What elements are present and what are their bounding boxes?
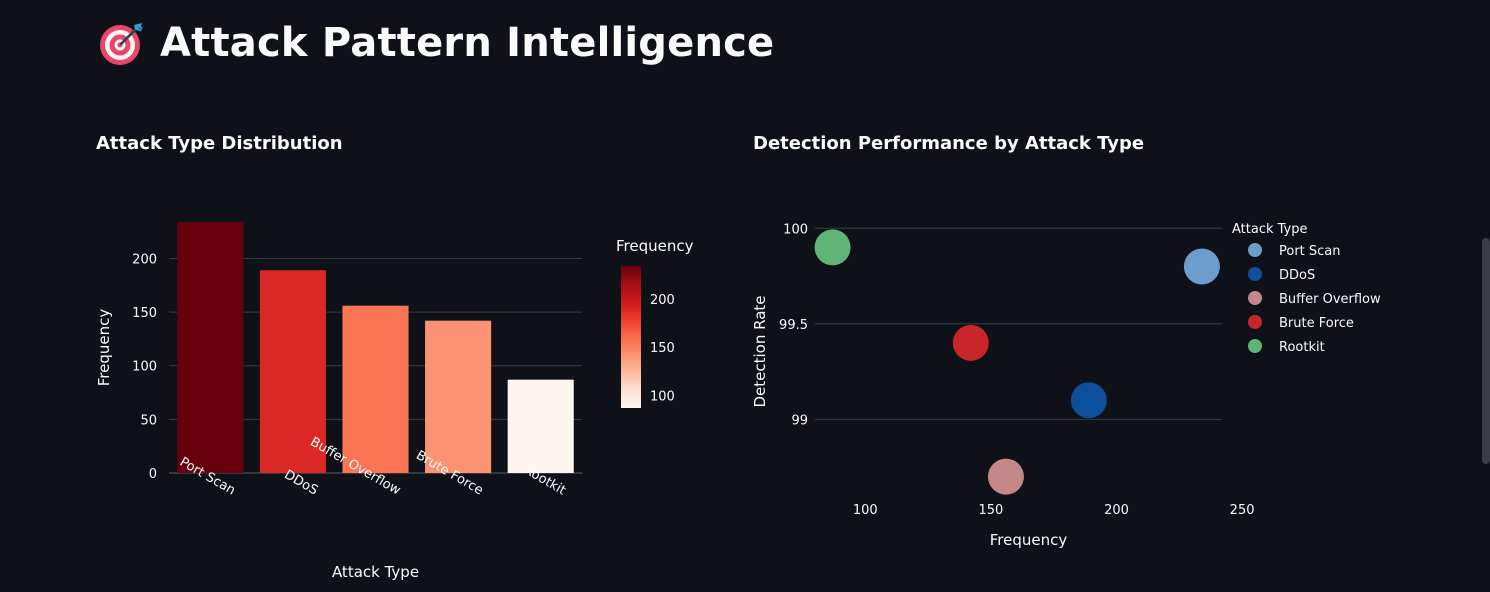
scatter-x-tick-label: 200 [1104,503,1129,518]
legend-marker [1248,243,1262,257]
bar-chart-title: Attack Type Distribution [96,133,343,154]
scatter-chart-points[interactable] [814,229,1220,495]
scatter-point[interactable] [814,229,851,266]
bar-y-tick-label: 100 [132,360,157,375]
scatter-chart-title: Detection Performance by Attack Type [753,133,1145,154]
bar-chart-y-axis-label: Frequency [95,309,113,387]
legend-label: Rootkit [1279,340,1325,355]
scatter-point[interactable] [987,458,1024,495]
bar[interactable] [177,222,244,473]
legend-item[interactable]: Port Scan [1248,243,1341,259]
bar[interactable] [425,320,492,473]
legend-marker [1248,291,1262,305]
target-dart-icon [100,23,143,65]
bar-chart-x-axis-label: Attack Type [332,563,419,581]
scatter-y-tick-label: 99.5 [779,318,808,333]
bar-y-tick-label: 200 [132,252,157,267]
bar-chart-bars[interactable] [177,222,574,473]
legend-marker [1248,267,1262,281]
scatter-chart-x-ticks: 100 150 200 250 [853,503,1255,518]
page-header: Attack Pattern Intelligence [96,12,774,74]
bar[interactable] [342,305,409,473]
scatter-x-tick-label: 250 [1230,503,1255,518]
scatter-y-tick-label: 99 [791,413,808,428]
colorbar-title: Frequency [616,237,694,255]
scatter-chart-x-axis-label: Frequency [990,531,1068,549]
colorbar-tick-label: 150 [650,341,675,356]
scatter-chart-y-ticks: 99 99.5 100 [779,222,808,428]
bar[interactable] [259,270,326,473]
bar-chart-y-ticks: 0 50 100 150 200 [132,252,157,482]
scatter-x-tick-label: 150 [978,503,1003,518]
legend-item[interactable]: DDoS [1248,267,1315,283]
colorbar-tick-label: 200 [650,293,675,308]
scatter-y-tick-label: 100 [783,222,808,237]
legend-label: Brute Force [1279,316,1354,331]
bar[interactable] [507,379,574,473]
bar-y-tick-label: 50 [140,413,157,428]
legend-item[interactable]: Rootkit [1248,339,1325,355]
bar-y-tick-label: 0 [149,467,157,482]
legend-marker [1248,315,1262,329]
colorbar-ticks: 100 150 200 [650,293,675,405]
legend-title: Attack Type [1232,222,1308,237]
page-scrollbar[interactable] [1482,238,1490,464]
legend-item[interactable]: Buffer Overflow [1248,291,1381,307]
scatter-chart[interactable]: 99 99.5 100 100 150 200 250 Detection Rate Fr… [740,160,1440,590]
legend-label: Port Scan [1279,244,1341,259]
scatter-chart-y-axis-label: Detection Rate [751,295,769,407]
legend-marker [1248,339,1262,353]
legend-label: DDoS [1279,268,1315,283]
scatter-chart-legend[interactable]: Port Scan DDoS Buffer Overflow Brute Force R… [1248,243,1381,355]
scatter-point[interactable] [1070,382,1107,419]
bar-y-tick-label: 150 [132,306,157,321]
legend-item[interactable]: Brute Force [1248,315,1354,331]
colorbar-tick-label: 100 [650,389,675,404]
legend-label: Buffer Overflow [1279,292,1381,307]
scatter-point[interactable] [952,324,989,361]
colorbar [621,266,641,408]
scatter-x-tick-label: 100 [853,503,878,518]
scatter-chart-gridlines [815,227,1222,420]
page-title: Attack Pattern Intelligence [160,20,775,66]
scatter-point[interactable] [1183,248,1220,285]
